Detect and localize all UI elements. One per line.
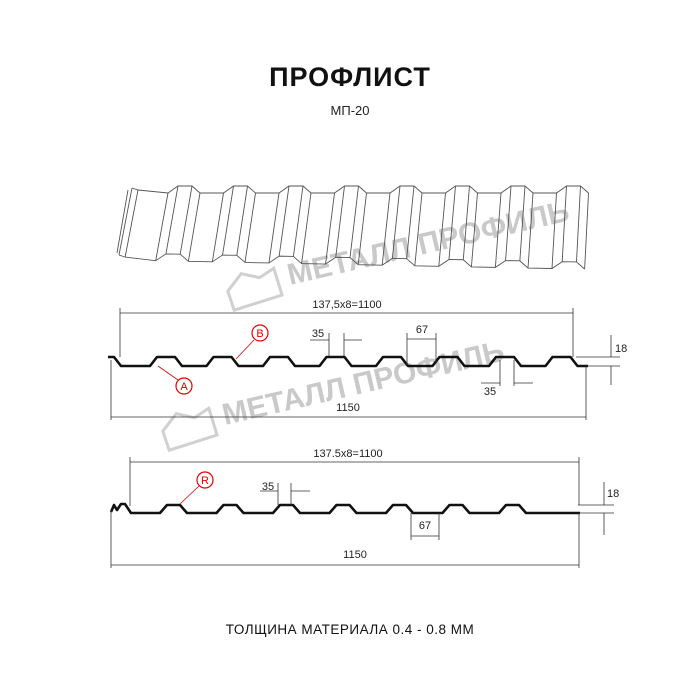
sheet-fold-line [438,192,446,267]
sheet-fold-line [211,192,224,262]
profile-line [108,355,588,368]
sheet-fold-line [561,185,567,262]
sheet-fold-line [391,185,401,259]
sheet-top-edge [131,185,589,194]
sheet-fold-line [527,192,534,269]
sheet-fold-line [165,185,179,254]
rib-top-label: 35 [262,481,274,493]
page-title: ПРОФЛИСТ [269,62,431,92]
sheet-fold-line [335,185,345,258]
sheet-fold-line [381,192,391,266]
callout-b [251,324,269,342]
sheet-3d-view [116,185,589,270]
sheet-bottom-edge [118,253,585,270]
sheet-fold-line [406,185,415,259]
callout-r [196,471,214,489]
flat-label: 67 [416,324,428,336]
sheet-fold-line [187,192,201,262]
sheet-fold-line [494,192,502,268]
rib-bottom-label: 35 [484,386,496,398]
callout-b-label: B [256,328,263,340]
width-label: 1150 [343,549,367,561]
profile-line [109,502,580,515]
width-label: 1150 [336,402,360,414]
sheet-fold-line [462,185,470,260]
sheet-fold-line [179,185,193,255]
sheet-fold-line [349,185,359,258]
sheet-fold-line [222,185,234,256]
sheet-fold-line [470,192,478,267]
material-thickness-note: ТОЛЩИНА МАТЕРИАЛА 0.4 - 0.8 ММ [225,622,475,637]
height-label: 18 [615,343,627,355]
sheet-fold-line [584,192,589,270]
sheet-fold-line [155,192,169,261]
sheet-fold-line [244,192,256,263]
watermark-2: МЕТАЛЛ ПРОФИЛЬ [161,335,507,453]
sheet-fold-line [124,189,139,258]
sheet-fold-line [325,192,335,265]
sheet-fold-line [357,192,367,265]
height-label: 18 [607,488,619,500]
sheet-fold-line [519,185,526,261]
flat-label: 67 [419,520,431,532]
sheet-fold-line [301,192,312,264]
callout-r-label: R [201,475,209,487]
model-subtitle: МП-20 [330,103,370,118]
pitch-label: 137,5x8=1100 [312,299,381,311]
sheet-fold-line [278,185,290,257]
callout-a-label: A [180,381,188,393]
rib-top-label: 35 [312,328,324,340]
sheet-fold-line [118,187,133,256]
sheet-fold-line [448,185,456,260]
sheet-fold-line [576,185,581,262]
sheet-fold-line [268,192,280,264]
watermark-text: МЕТАЛЛ ПРОФИЛЬ [284,195,572,292]
sheet-fold-line [236,185,248,256]
callout-a [175,377,193,395]
sheet-fold-line [505,185,512,261]
sheet-edge [116,189,129,254]
sheet-fold-line [414,192,423,266]
pitch-label: 137.5x8=1100 [313,448,382,460]
sheet-fold-line [551,192,557,269]
profile-bottom-section: 137.5x8=1100 1150 35 67 18 R [109,448,619,568]
sheet-fold-line [292,185,304,257]
profile-top-section: 137,5x8=1100 1150 35 67 35 18 B A [108,299,627,420]
